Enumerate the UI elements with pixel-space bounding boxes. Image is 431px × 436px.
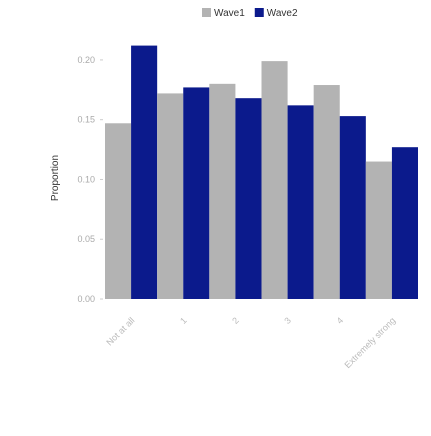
bar: [183, 87, 210, 300]
legend-swatch: [254, 8, 264, 17]
bar: [391, 147, 418, 299]
y-tick-label: 0.05: [77, 234, 95, 244]
x-tick-label: 4: [335, 315, 346, 326]
bar: [365, 161, 392, 299]
bar: [235, 98, 262, 299]
bar: [313, 85, 340, 299]
x-tick-label: 1: [178, 315, 189, 326]
bar: [287, 105, 314, 299]
x-tick-label: Extremely strong: [343, 315, 398, 370]
bar: [157, 93, 184, 300]
legend-label: Wave1: [214, 8, 245, 19]
legend-swatch: [202, 8, 211, 17]
legend-label: Wave2: [267, 8, 298, 19]
bar: [209, 83, 236, 299]
bar: [131, 45, 158, 300]
y-tick-label: 0.00: [77, 294, 95, 304]
bar: [105, 123, 132, 299]
x-tick-label: Not at all: [104, 315, 136, 347]
y-tick-label: 0.15: [77, 115, 95, 125]
bar: [339, 116, 366, 299]
y-tick-label: 0.10: [77, 174, 95, 184]
x-tick-label: 3: [282, 315, 293, 326]
x-tick-label: 2: [230, 315, 241, 326]
y-axis-label: Proportion: [50, 155, 61, 201]
bar: [261, 61, 288, 299]
y-tick-label: 0.20: [77, 55, 95, 65]
